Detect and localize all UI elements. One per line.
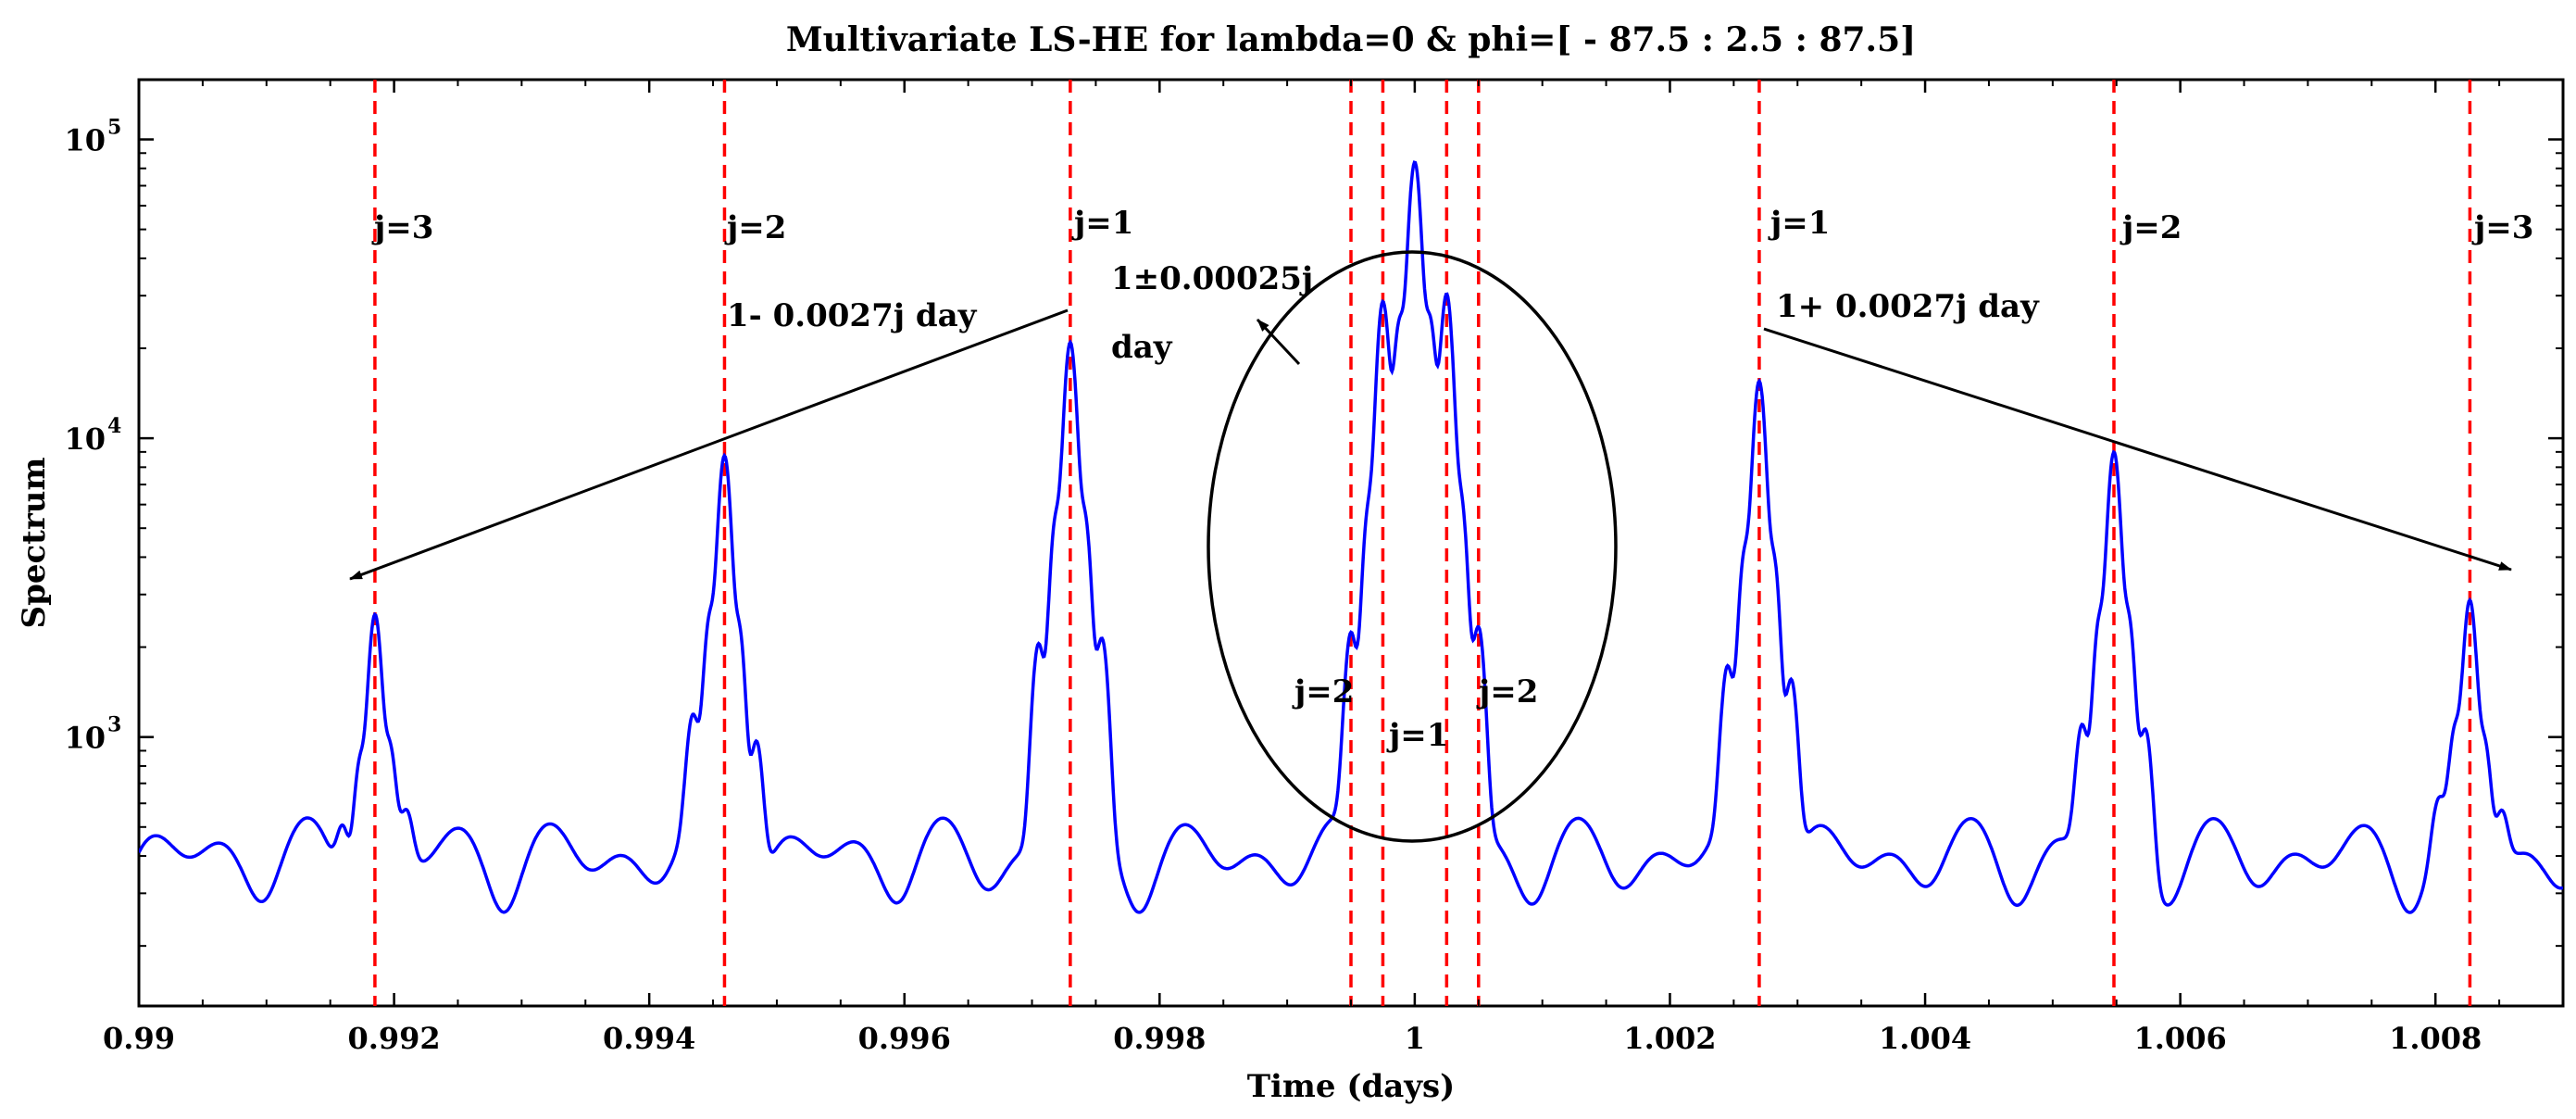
x-tick-label: 0.998: [1113, 1021, 1206, 1056]
chart-title: Multivariate LS-HE for lambda=0 & phi=[ …: [786, 20, 1916, 59]
x-axis: 0.99 0.992 0.994 0.996 0.998 1 1.002 1.004 1.006…: [103, 80, 2564, 1056]
x-tick-label: 0.996: [858, 1021, 951, 1056]
y-axis-label: Spectrum: [16, 457, 53, 628]
label-center-j2-right: j=2: [1476, 673, 1538, 710]
label-left-j3: j=3: [371, 209, 433, 246]
center-ellipse: [1207, 250, 1618, 843]
center-formula-line1: 1±0.00025j: [1111, 260, 1313, 297]
label-right-j3: j=3: [2471, 209, 2533, 246]
x-axis-label: Time (days): [1247, 1068, 1456, 1105]
y-tick-label: 10: [64, 123, 106, 158]
x-tick-label: 1.004: [1879, 1021, 1971, 1056]
x-tick-label: 1.008: [2389, 1021, 2482, 1056]
label-left-j1: j=1: [1071, 205, 1133, 242]
right-formula: 1+ 0.0027j day: [1776, 288, 2040, 325]
label-left-j2: j=2: [724, 209, 786, 246]
left-arrow: [349, 308, 1069, 581]
y-tick-exponent: 4: [107, 414, 121, 438]
center-formula-line2: day: [1111, 329, 1173, 366]
x-tick-label: 1.006: [2134, 1021, 2227, 1056]
right-arrow: [1763, 327, 2512, 572]
label-right-j2: j=2: [2120, 209, 2182, 246]
label-center-j2-left: j=2: [1292, 673, 1354, 710]
y-tick-label: 10: [64, 421, 106, 457]
x-tick-label: 0.994: [603, 1021, 695, 1056]
x-tick-label: 1: [1405, 1021, 1425, 1056]
x-tick-label: 0.99: [103, 1021, 175, 1056]
label-right-j1: j=1: [1768, 205, 1830, 242]
y-tick-exponent: 3: [107, 713, 121, 737]
vertical-lines: [373, 80, 2472, 1006]
left-formula: 1- 0.0027j day: [727, 297, 978, 334]
center-arrow: [1256, 318, 1301, 366]
series-line-spectrum: [139, 160, 2563, 914]
x-tick-label: 0.992: [347, 1021, 440, 1056]
y-tick-label: 10: [64, 721, 106, 756]
x-tick-label: 1.002: [1623, 1021, 1716, 1056]
label-center-j1: j=1: [1386, 717, 1448, 754]
y-tick-exponent: 5: [107, 116, 121, 140]
